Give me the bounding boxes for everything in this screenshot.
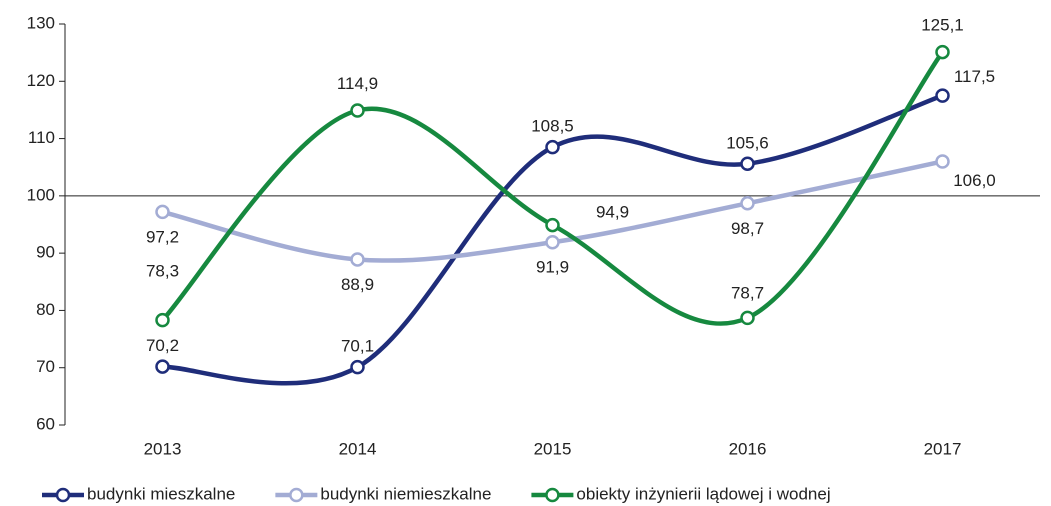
data-label: 91,9: [536, 258, 569, 277]
y-tick-label: 70: [36, 357, 55, 376]
data-label: 108,5: [531, 117, 574, 136]
data-label: 97,2: [146, 227, 179, 246]
data-label: 70,1: [341, 337, 374, 356]
legend-label: budynki mieszkalne: [87, 484, 235, 503]
y-tick-label: 90: [36, 243, 55, 262]
point-marker: [935, 44, 950, 60]
point-marker: [740, 196, 755, 211]
point-marker: [545, 139, 560, 155]
point-marker: [545, 235, 560, 250]
data-label: 78,3: [146, 262, 179, 281]
data-label: 114,9: [337, 74, 378, 93]
y-tick-label: 130: [27, 13, 55, 32]
x-tick-label: 2017: [924, 439, 962, 458]
y-tick-label: 100: [27, 185, 55, 204]
data-label: 117,5: [954, 67, 995, 86]
y-tick-label: 120: [27, 71, 55, 90]
point-marker: [545, 217, 560, 233]
data-label: 70,2: [146, 336, 179, 355]
x-tick-label: 2013: [144, 439, 182, 458]
data-label: 88,9: [341, 275, 374, 294]
point-marker: [935, 88, 950, 103]
y-tick-label: 80: [36, 300, 55, 319]
point-marker: [155, 204, 170, 220]
y-tick-label: 110: [28, 128, 55, 147]
data-label: 94,9: [596, 203, 629, 222]
legend-marker: [55, 487, 71, 503]
legend-marker: [545, 487, 560, 503]
point-marker: [155, 359, 170, 374]
data-label: 105,6: [726, 133, 769, 152]
x-tick-label: 2016: [729, 439, 767, 458]
point-marker: [350, 103, 365, 118]
point-marker: [740, 310, 755, 326]
legend-marker: [289, 487, 304, 503]
data-label: 125,1: [921, 16, 964, 35]
point-marker: [350, 252, 365, 267]
point-marker: [350, 359, 365, 375]
data-label: 106,0: [953, 171, 996, 190]
y-tick-label: 60: [36, 414, 55, 433]
legend-label: budynki niemieszkalne: [320, 484, 491, 503]
data-label: 78,7: [731, 283, 764, 302]
point-marker: [935, 154, 950, 169]
x-tick-label: 2015: [534, 439, 572, 458]
point-marker: [155, 312, 170, 328]
legend-label: obiekty inżynierii lądowej i wodnej: [576, 484, 830, 503]
point-marker: [740, 156, 755, 172]
data-label: 98,7: [731, 219, 764, 238]
x-tick-label: 2014: [339, 439, 377, 458]
